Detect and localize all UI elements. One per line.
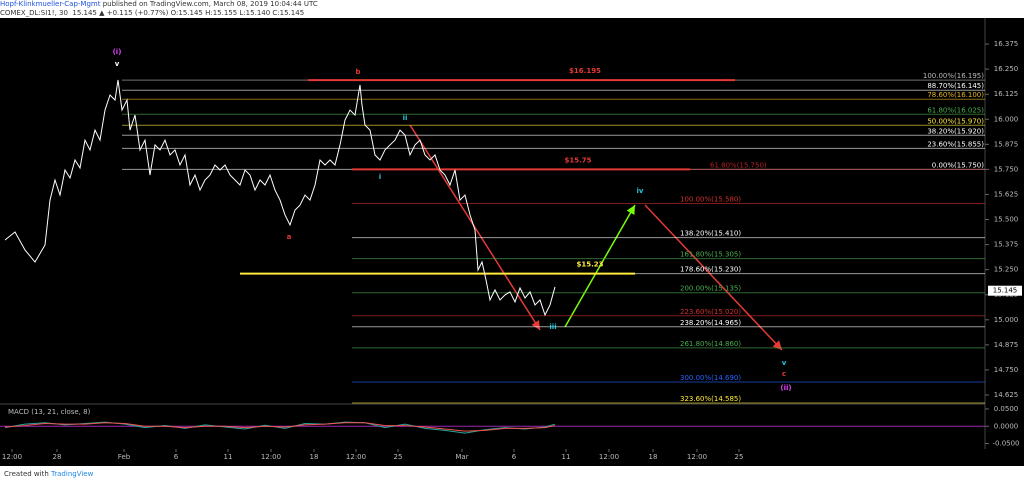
- y-tick-label: 14.875: [994, 341, 1019, 349]
- fib-label: 50.00%(15.970): [927, 117, 984, 125]
- x-tick-label: 11: [224, 453, 233, 461]
- x-tick-label: 12:00: [599, 453, 619, 461]
- fib-label: 38.20%(15.920): [927, 127, 984, 135]
- wave-label: ii: [403, 114, 408, 122]
- fib-label: 61.80%(16.025): [927, 106, 984, 114]
- x-tick-label: 6: [174, 453, 179, 461]
- wave-label: c: [782, 370, 786, 378]
- x-tick-label: 25: [394, 453, 403, 461]
- header: Hopf-Klinkmueller-Cap-Mgmt published on …: [0, 0, 1024, 18]
- fib-label: 178.60%(15.230): [680, 266, 741, 274]
- wave-label: i: [379, 173, 381, 181]
- x-tick-label: 12:00: [261, 453, 281, 461]
- macd-tick-label: 0.0000: [994, 422, 1019, 430]
- y-tick-label: 16.000: [994, 115, 1019, 123]
- x-tick-label: 18: [310, 453, 319, 461]
- y-tick-label: 16.250: [994, 65, 1019, 73]
- y-tick-label: 15.250: [994, 266, 1019, 274]
- created: Created with: [4, 470, 49, 478]
- macd-tick-label: 0.0500: [994, 405, 1019, 413]
- wave-label: (i): [113, 48, 122, 56]
- fib-label: 0.00%(15.750): [932, 161, 984, 169]
- price-line-series: [4, 79, 556, 317]
- fib-label: 88.70%(16.145): [927, 82, 984, 90]
- y-tick-label: 15.000: [994, 316, 1019, 324]
- fib-label: 161.80%(15.305): [680, 251, 741, 259]
- x-tick-label: Feb: [118, 453, 131, 461]
- fib-label: 100.00%(16.195): [923, 72, 984, 80]
- macd-tick-label: -0.0500: [992, 440, 1019, 448]
- fib-label: 78.60%(16.100): [927, 91, 984, 99]
- price-line-label: $16.195: [569, 67, 601, 75]
- footer: Created with TradingView: [0, 466, 1024, 483]
- x-tick-label: 25: [735, 453, 744, 461]
- last-price: 15.145: [993, 287, 1018, 295]
- wave-label: iii: [549, 323, 556, 331]
- y-tick-label: 15.375: [994, 241, 1019, 249]
- wave-label: b: [355, 68, 360, 76]
- price-line-label: $15.75: [564, 156, 591, 164]
- fib-label: 300.00%(14.690): [680, 374, 741, 382]
- y-tick-label: 16.375: [994, 40, 1019, 48]
- y-tick-label: 15.875: [994, 140, 1019, 148]
- wave-label: (ii): [780, 384, 791, 392]
- last-price-box: [988, 285, 1022, 296]
- fib-label: 23.60%(15.855): [927, 140, 984, 148]
- fib-label: 138.20%(15.410): [680, 230, 741, 238]
- fib-label: 261.80%(14.860): [680, 340, 741, 348]
- fib-label: 238.20%(14.965): [680, 319, 741, 327]
- y-tick-label: 14.750: [994, 366, 1019, 374]
- wave-label: v: [782, 359, 787, 367]
- x-tick-label: 18: [649, 453, 658, 461]
- y-tick-label: 15.750: [994, 165, 1019, 173]
- y-tick-label: 15.625: [994, 190, 1019, 198]
- y-tick-label: 16.125: [994, 90, 1019, 98]
- brand[interactable]: TradingView: [51, 470, 94, 478]
- x-tick-label: 28: [53, 453, 62, 461]
- macd-line: [4, 421, 556, 434]
- x-tick-label: 11: [562, 453, 571, 461]
- published: published on TradingView.com, March 08, …: [100, 0, 318, 8]
- x-tick-label: 12:00: [687, 453, 707, 461]
- x-tick-label: 6: [512, 453, 517, 461]
- fib-label: 323.60%(14.585): [680, 395, 741, 403]
- author[interactable]: Hopf-Klinkmueller-Cap-Mgmt: [0, 0, 101, 8]
- x-tick-label: 12:00: [346, 453, 366, 461]
- macd-title: MACD (13, 21, close, 8): [8, 408, 91, 416]
- wave-label: v: [115, 60, 120, 68]
- wave-label: iv: [637, 187, 644, 195]
- fib-label: 61.80%(15.750): [710, 161, 767, 169]
- fib-label: 223.60%(15.020): [680, 308, 741, 316]
- y-tick-label: 14.625: [994, 391, 1019, 399]
- x-tick-label: Mar: [455, 453, 468, 461]
- x-tick-label: 12:00: [2, 453, 22, 461]
- price-line-label: $15.23: [576, 261, 603, 269]
- wave-label: a: [287, 233, 292, 241]
- fib-label: 200.00%(15.135): [680, 285, 741, 293]
- arrow: [409, 124, 541, 331]
- fib-label: 100.00%(15.580): [680, 195, 741, 203]
- y-tick-label: 15.500: [994, 216, 1019, 224]
- arrow: [644, 204, 783, 351]
- arrow: [564, 204, 636, 328]
- macd-line: [4, 422, 556, 432]
- symbol: COMEX_DL:SI1!, 30 15.145 ▲ +0.115 (+0.77…: [0, 9, 305, 17]
